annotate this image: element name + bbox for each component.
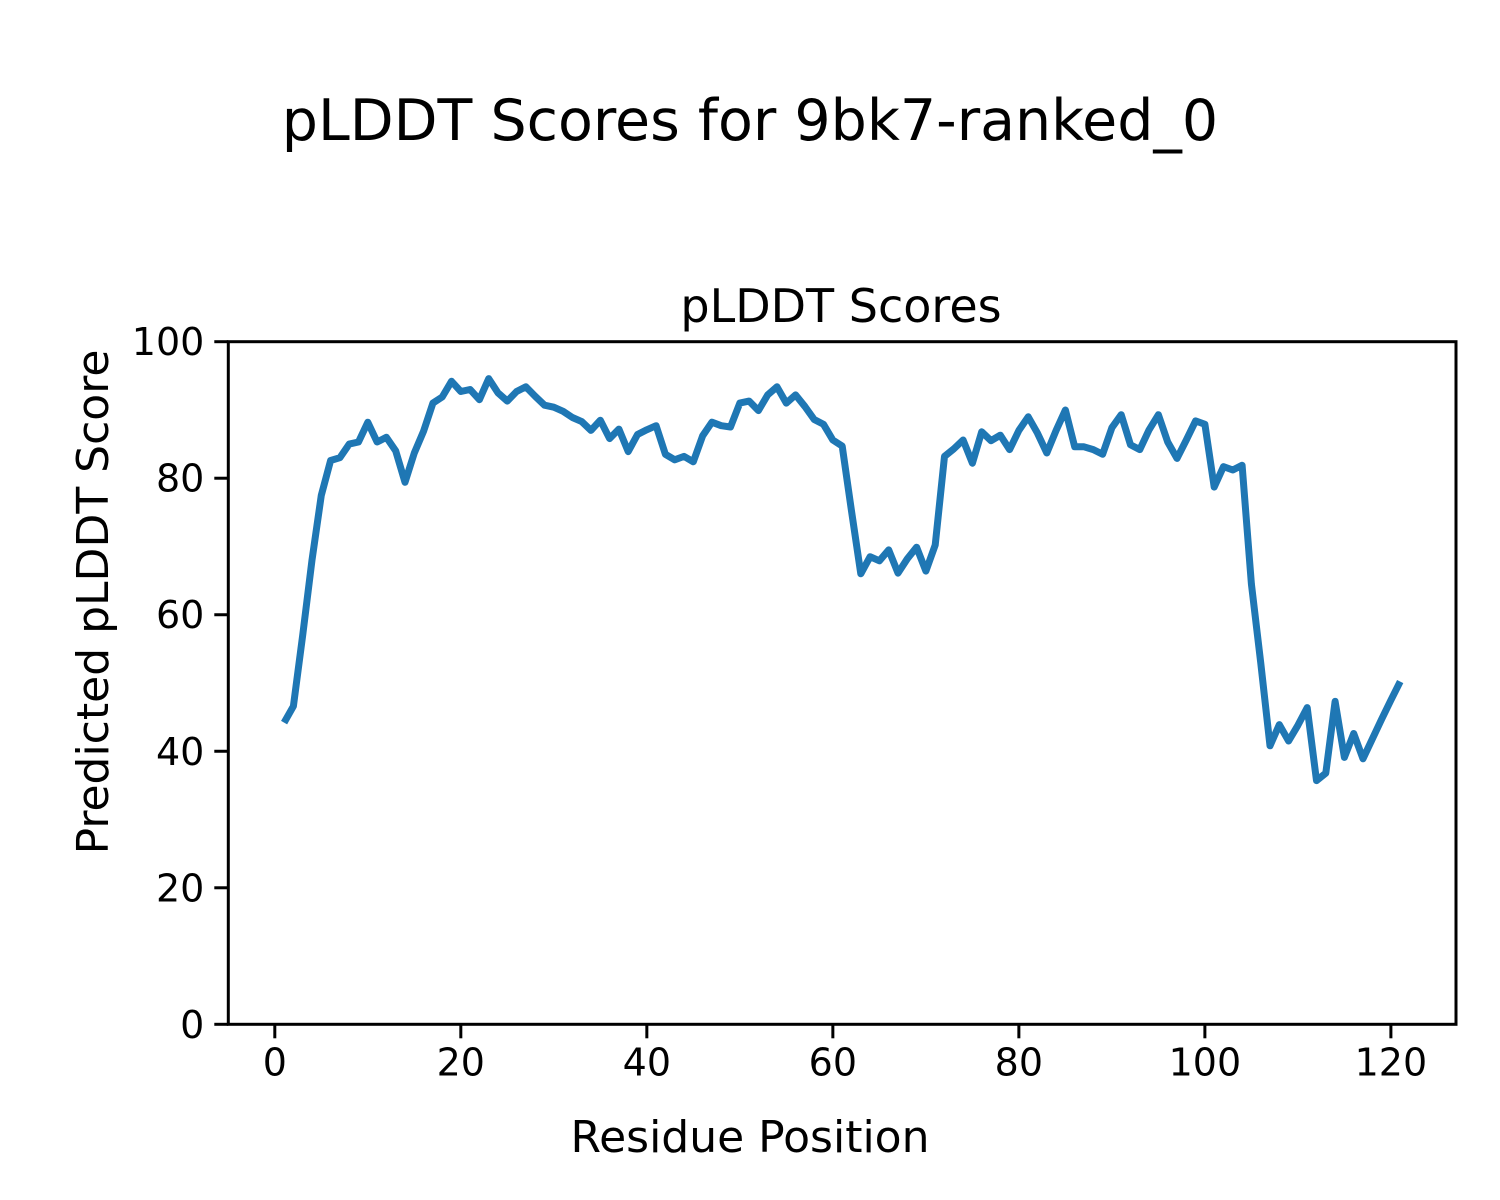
x-tick-label: 80 <box>995 1040 1043 1084</box>
y-tick-label: 100 <box>132 320 205 364</box>
x-tick-label: 20 <box>437 1040 485 1084</box>
y-axis-label: Predicted pLDDT Score <box>68 350 119 855</box>
y-tick-label: 0 <box>180 1003 204 1047</box>
x-tick-label: 120 <box>1355 1040 1428 1084</box>
plddt-line <box>281 375 1404 785</box>
figure-suptitle: pLDDT Scores for 9bk7-ranked_0 <box>282 88 1218 154</box>
y-tick-label: 60 <box>156 593 204 637</box>
y-axis-ticks: 0 20 40 60 80 100 <box>132 320 229 1047</box>
y-tick-label: 40 <box>156 730 204 774</box>
x-axis-ticks: 0 20 40 60 80 100 120 <box>263 1024 1427 1084</box>
axes-frame <box>226 340 1458 1026</box>
y-tick-label: 20 <box>156 866 204 910</box>
y-tick-label: 80 <box>156 457 204 501</box>
x-tick-label: 40 <box>623 1040 671 1084</box>
x-axis-label: Residue Position <box>570 1112 929 1163</box>
axes-title: pLDDT Scores <box>680 279 1001 333</box>
x-tick-label: 60 <box>809 1040 857 1084</box>
x-tick-label: 0 <box>263 1040 287 1084</box>
x-tick-label: 100 <box>1169 1040 1242 1084</box>
